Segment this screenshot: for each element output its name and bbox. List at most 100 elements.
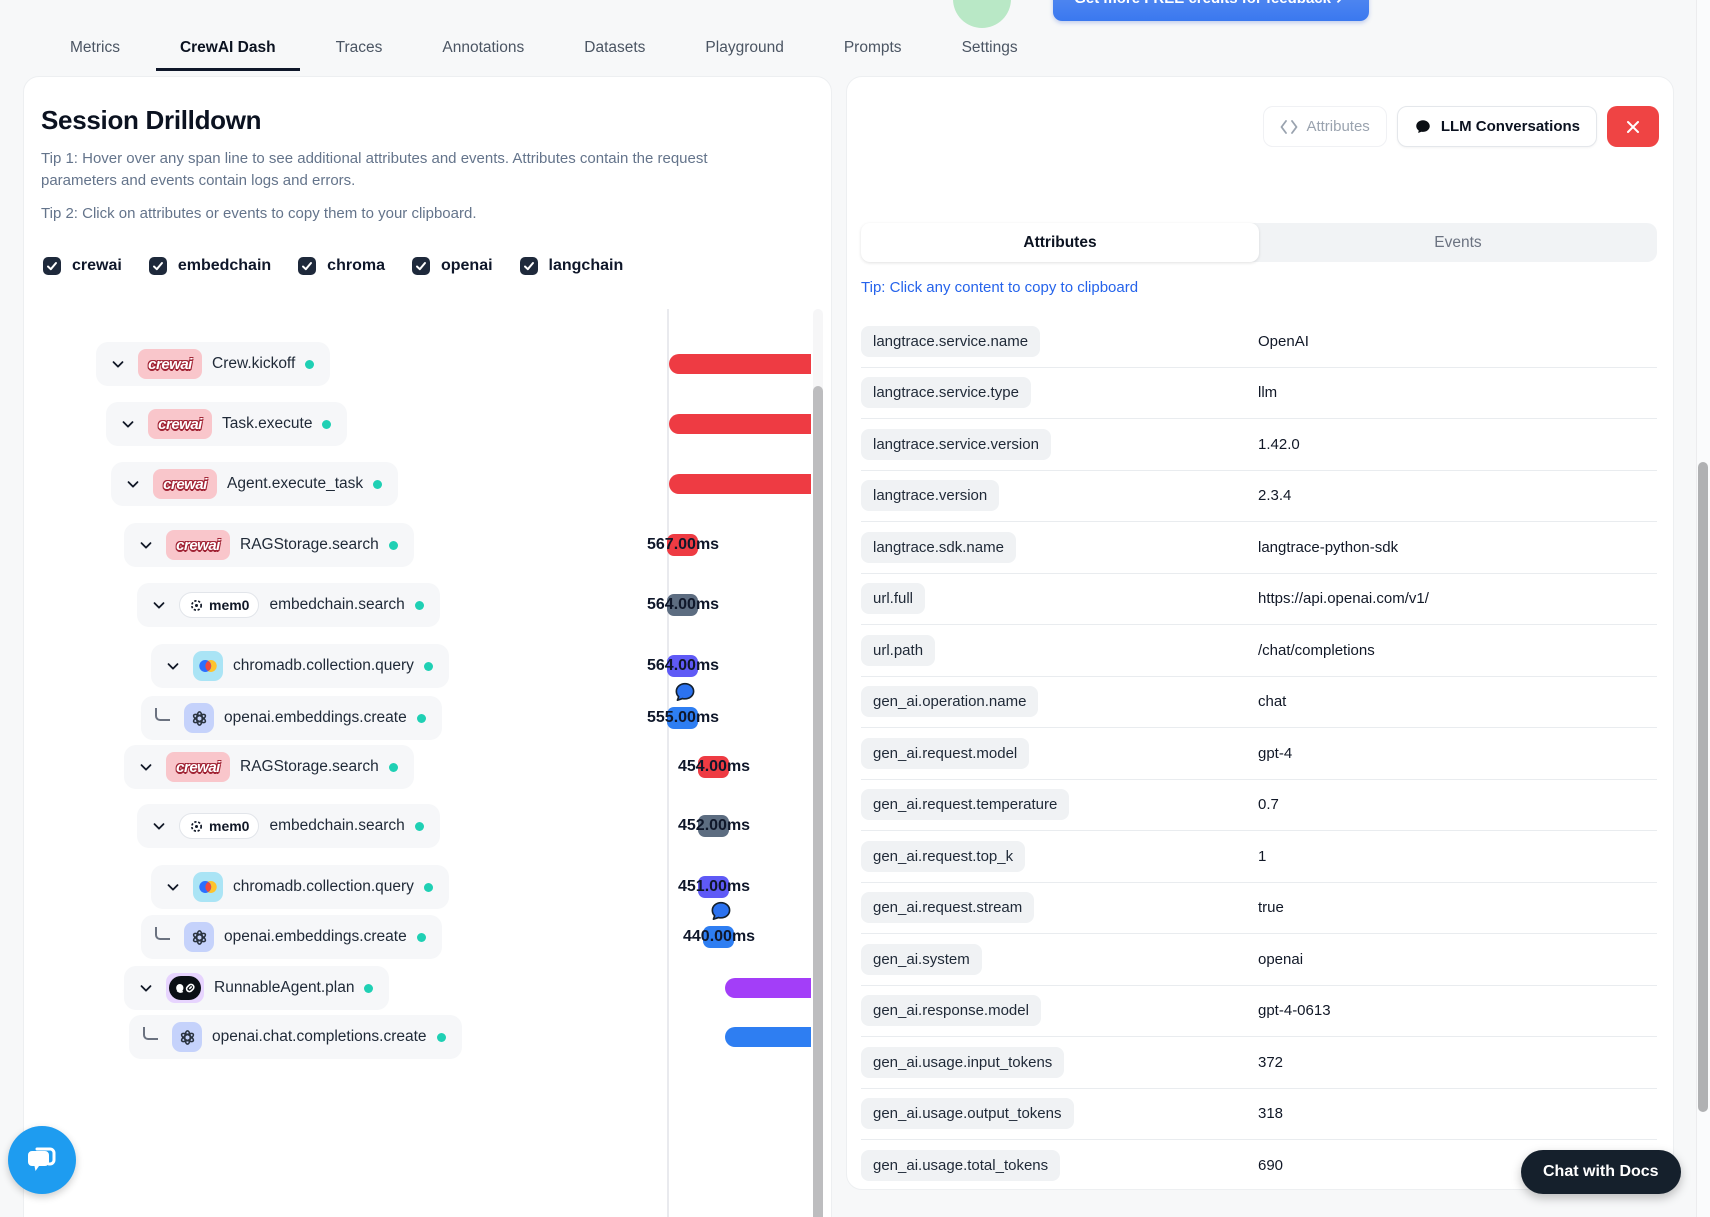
checkbox-checked-icon[interactable]	[298, 257, 317, 275]
attribute-key[interactable]: gen_ai.request.model	[861, 737, 1030, 769]
nav-tab-datasets[interactable]: Datasets	[584, 39, 646, 56]
attribute-value[interactable]: 372	[1258, 1053, 1284, 1071]
chevron-down-icon[interactable]	[149, 595, 169, 615]
chevron-down-icon[interactable]	[163, 877, 183, 897]
checkbox-checked-icon[interactable]	[148, 257, 167, 275]
attribute-key[interactable]: gen_ai.usage.input_tokens	[861, 1046, 1065, 1078]
chat-with-docs-button[interactable]: Chat with Docs	[1521, 1150, 1681, 1194]
attribute-key[interactable]: langtrace.version	[861, 480, 1000, 512]
checkbox-checked-icon[interactable]	[43, 257, 61, 275]
attribute-value[interactable]: 690	[1258, 1156, 1284, 1174]
free-credits-button[interactable]: Get more FREE credits for feedback ↗	[1053, 0, 1369, 21]
attribute-key[interactable]: langtrace.sdk.name	[861, 531, 1016, 563]
vendor-filter-embedchain[interactable]: embedchain	[148, 257, 271, 275]
attribute-value[interactable]: /chat/completions	[1258, 641, 1375, 659]
span-tree-row[interactable]: openai.chat.completions.create	[129, 1015, 462, 1059]
attribute-value[interactable]: openai	[1258, 950, 1304, 968]
span-tree-row[interactable]: crewai Agent.execute_task	[111, 462, 399, 506]
inspector-tab-attributes[interactable]: Attributes	[861, 223, 1259, 262]
span-duration[interactable]: 564.00ms	[647, 644, 719, 688]
attribute-value[interactable]: 1.42.0	[1258, 435, 1300, 453]
attribute-key[interactable]: gen_ai.operation.name	[861, 686, 1039, 718]
left-panel-scrollbar-thumb[interactable]	[813, 386, 823, 1217]
nav-tab-settings[interactable]: Settings	[961, 39, 1018, 56]
attribute-value[interactable]: gpt-4-0613	[1258, 1002, 1331, 1020]
checkbox-checked-icon[interactable]	[411, 257, 430, 275]
attribute-value[interactable]: true	[1258, 899, 1284, 917]
nav-tab-traces[interactable]: Traces	[335, 39, 383, 56]
span-tree-row[interactable]: crewai Crew.kickoff	[96, 342, 331, 386]
span-duration[interactable]: 452.00ms	[678, 804, 750, 848]
span-tree-row[interactable]: crewai RAGStorage.search	[124, 745, 414, 789]
span-duration[interactable]: 564.00ms	[647, 583, 719, 627]
attribute-value[interactable]: 2.3.4	[1258, 487, 1292, 505]
chevron-down-icon[interactable]	[123, 474, 143, 494]
checkbox-checked-icon[interactable]	[519, 257, 538, 275]
span-tree-row[interactable]: chromadb.collection.query	[151, 865, 449, 909]
attribute-key[interactable]: langtrace.service.type	[861, 377, 1031, 409]
vendor-filter-langchain[interactable]: langchain	[519, 257, 623, 275]
attribute-value[interactable]: langtrace-python-sdk	[1258, 538, 1399, 556]
span-duration[interactable]: 454.00ms	[678, 745, 750, 789]
attribute-key[interactable]: langtrace.service.version	[861, 428, 1051, 460]
span-tree-row[interactable]: mem0 embedchain.search	[137, 583, 440, 627]
chat-widget-button[interactable]	[8, 1126, 76, 1194]
span-duration-bar[interactable]	[669, 354, 811, 374]
attribute-value[interactable]: https://api.openai.com/v1/	[1258, 590, 1429, 608]
attribute-key[interactable]: gen_ai.system	[861, 943, 982, 975]
span-duration[interactable]: 440.00ms	[683, 915, 755, 959]
nav-tab-crewai-dash[interactable]: CrewAI Dash	[156, 39, 300, 71]
vendor-filter-crewai[interactable]: crewai	[43, 257, 122, 275]
span-duration-bar[interactable]	[725, 1027, 811, 1047]
nav-tab-playground[interactable]: Playground	[705, 39, 784, 56]
span-tree-row[interactable]: chromadb.collection.query	[151, 644, 449, 688]
llm-conversations-button[interactable]: LLM Conversations	[1396, 106, 1597, 147]
attribute-value[interactable]: 1	[1258, 847, 1267, 865]
span-duration[interactable]: 451.00ms	[678, 865, 750, 909]
copy-tip-link[interactable]: Tip: Click any content to copy to clipbo…	[861, 279, 1139, 296]
vendor-filter-chroma[interactable]: chroma	[298, 257, 385, 275]
span-tree-row[interactable]: openai.embeddings.create	[141, 915, 442, 959]
span-tree-row[interactable]: openai.embeddings.create	[141, 696, 442, 740]
attribute-value[interactable]: OpenAI	[1258, 332, 1309, 350]
span-duration-bar[interactable]	[669, 474, 811, 494]
span-duration-bar[interactable]	[725, 978, 811, 998]
attribute-key[interactable]: gen_ai.usage.total_tokens	[861, 1149, 1061, 1181]
attributes-code-button[interactable]: Attributes	[1263, 106, 1387, 147]
span-duration-bar[interactable]	[669, 414, 811, 434]
page-scrollbar-thumb[interactable]	[1698, 462, 1708, 1112]
chevron-down-icon[interactable]	[108, 354, 128, 374]
attribute-value[interactable]: llm	[1258, 384, 1278, 402]
attribute-value[interactable]: gpt-4	[1258, 744, 1293, 762]
attribute-key[interactable]: gen_ai.response.model	[861, 995, 1041, 1027]
user-avatar[interactable]	[953, 0, 1011, 28]
chevron-down-icon[interactable]	[163, 656, 183, 676]
chevron-down-icon[interactable]	[136, 535, 156, 555]
attribute-key[interactable]: gen_ai.usage.output_tokens	[861, 1098, 1074, 1130]
attribute-key[interactable]: gen_ai.request.stream	[861, 892, 1035, 924]
attribute-key[interactable]: gen_ai.request.temperature	[861, 789, 1070, 821]
nav-tab-annotations[interactable]: Annotations	[442, 39, 525, 56]
vendor-filter-openai[interactable]: openai	[411, 257, 493, 275]
attribute-value[interactable]: 0.7	[1258, 796, 1279, 814]
attribute-key[interactable]: langtrace.service.name	[861, 325, 1041, 357]
inspector-tab-events[interactable]: Events	[1434, 233, 1482, 251]
attribute-key[interactable]: url.path	[861, 634, 936, 666]
span-duration[interactable]: 567.00ms	[647, 523, 719, 567]
close-button[interactable]	[1607, 106, 1659, 147]
nav-tab-prompts[interactable]: Prompts	[843, 39, 902, 56]
span-tree-row[interactable]: crewai RAGStorage.search	[124, 523, 414, 567]
attribute-key[interactable]: url.full	[861, 583, 926, 615]
attribute-value[interactable]: chat	[1258, 693, 1287, 711]
chevron-down-icon[interactable]	[149, 816, 169, 836]
attribute-value[interactable]: 318	[1258, 1105, 1284, 1123]
span-tree-row[interactable]: mem0 embedchain.search	[137, 804, 440, 848]
chevron-down-icon[interactable]	[136, 978, 156, 998]
span-tree-row[interactable]: crewai Task.execute	[106, 402, 348, 446]
chevron-down-icon[interactable]	[118, 414, 138, 434]
attribute-key[interactable]: gen_ai.request.top_k	[861, 840, 1026, 872]
chevron-down-icon[interactable]	[136, 757, 156, 777]
span-tree-row[interactable]: RunnableAgent.plan	[124, 966, 390, 1010]
nav-tab-metrics[interactable]: Metrics	[70, 39, 120, 56]
span-duration[interactable]: 555.00ms	[647, 696, 719, 740]
